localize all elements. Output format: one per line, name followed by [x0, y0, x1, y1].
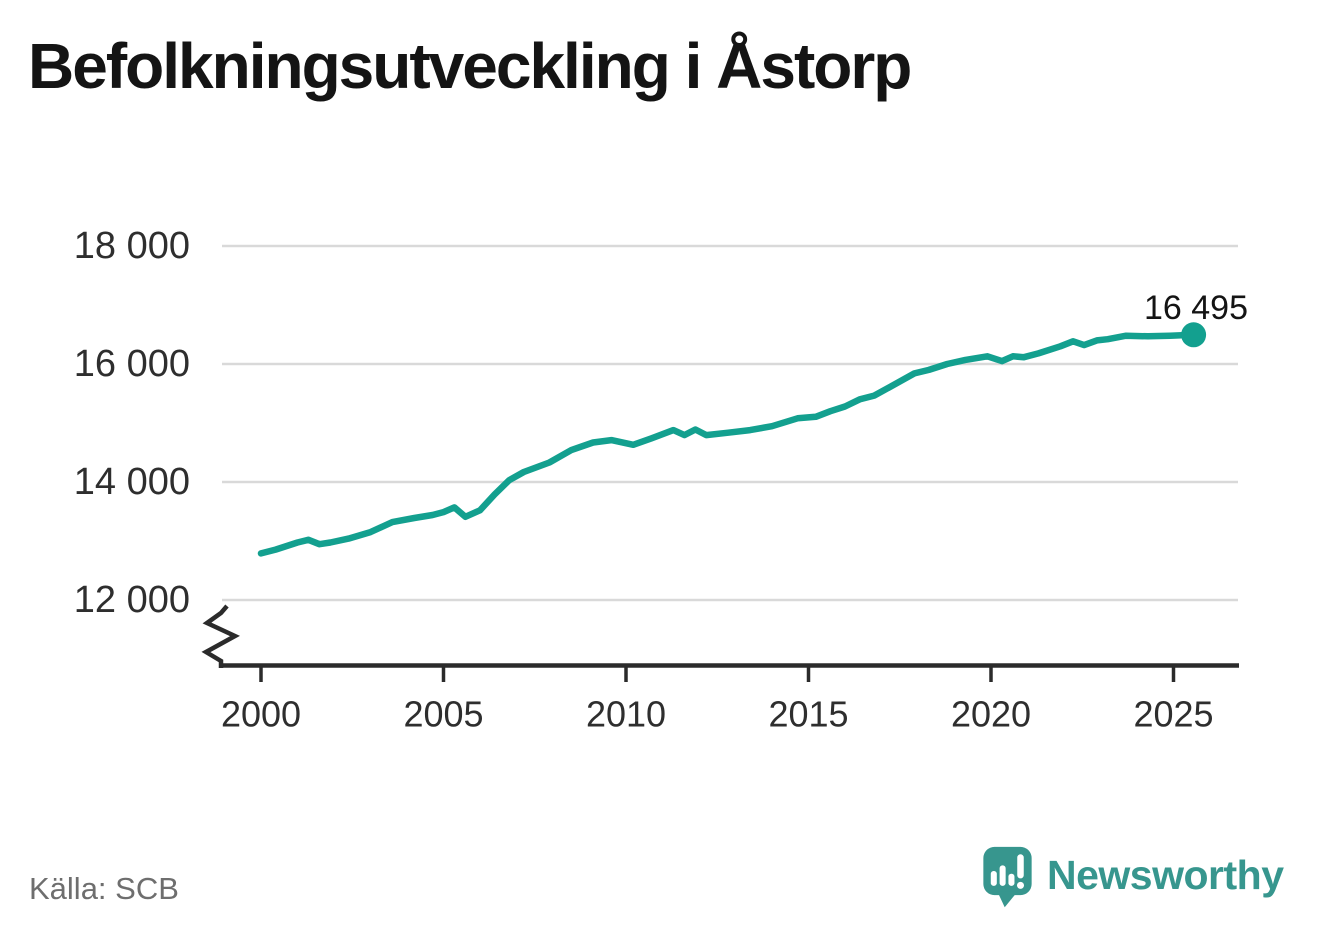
exclamation-dot-glyph: [1016, 881, 1025, 889]
source-label: Källa: SCB: [29, 871, 179, 906]
chart-title: Befolkningsutveckling i Åstorp: [28, 30, 912, 102]
x-tick-label: 2020: [951, 694, 1031, 735]
x-tick-label: 2025: [1133, 694, 1213, 735]
y-tick-label: 14 000: [74, 461, 190, 503]
axis-break-icon: [201, 604, 240, 668]
brand-name: Newsworthy: [1047, 852, 1284, 898]
x-tick-label: 2005: [403, 694, 483, 735]
y-tick-label: 18 000: [74, 225, 190, 267]
x-tick-label: 2010: [586, 694, 666, 735]
bar-glyph-medium: [1008, 873, 1015, 886]
last-value-label: 16 495: [1144, 289, 1248, 327]
exclamation-bar-glyph: [1017, 854, 1024, 879]
x-tick-label: 2000: [221, 694, 301, 735]
newsworthy-chart-bubble-icon: [983, 846, 1032, 908]
x-tick-label: 2015: [768, 694, 848, 735]
y-tick-label: 12 000: [74, 579, 190, 621]
last-value-marker: [1181, 322, 1207, 348]
bar-glyph-tall: [999, 865, 1006, 886]
bubble-shape: [983, 846, 1032, 896]
population-line: [257, 331, 1197, 557]
bar-glyph-short: [990, 871, 997, 886]
bubble-tail: [997, 891, 1018, 908]
y-tick-label: 16 000: [74, 343, 190, 385]
brand-logo: Newsworthy: [981, 845, 1284, 910]
